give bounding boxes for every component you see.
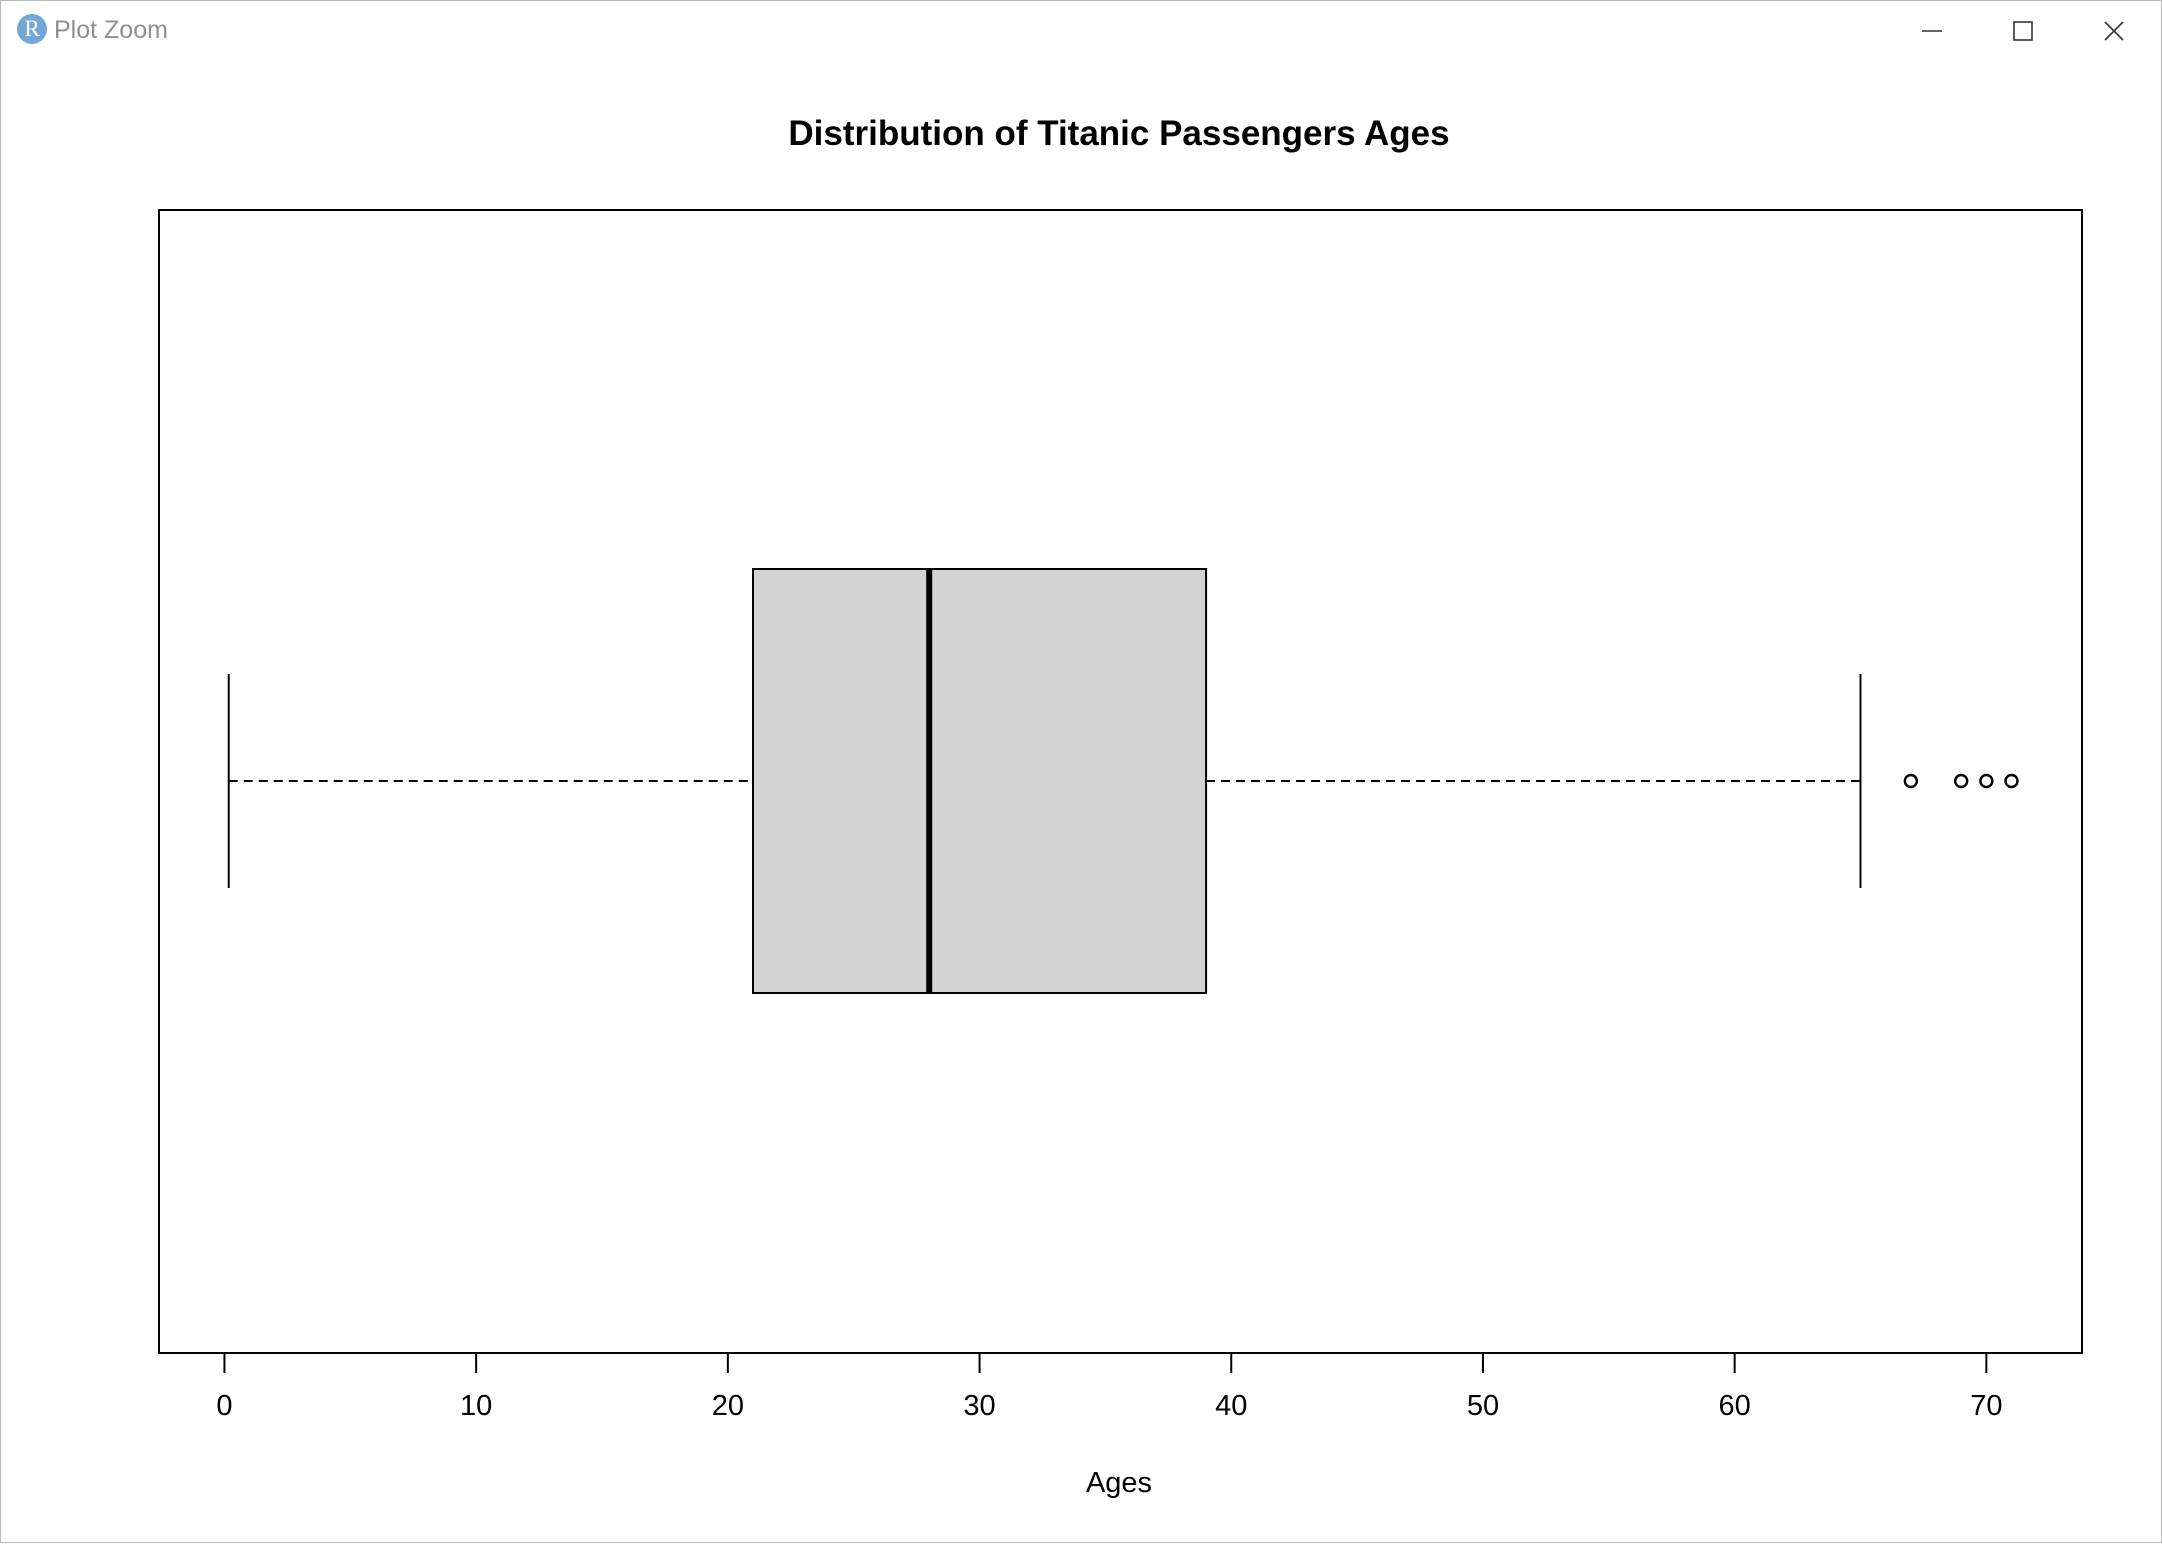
x-axis-label: Ages <box>1086 1467 1152 1499</box>
close-button[interactable] <box>2069 1 2159 61</box>
outlier-point <box>1903 773 1919 789</box>
interquartile-box <box>752 568 1208 994</box>
chart-title: Distribution of Titanic Passengers Ages <box>788 114 1449 153</box>
outlier-point <box>1979 773 1994 789</box>
box-plot <box>227 568 2019 994</box>
minimize-icon <box>1922 30 1942 32</box>
x-tick-label: 10 <box>460 1390 492 1422</box>
maximize-button[interactable] <box>1978 1 2068 61</box>
x-tick-label: 60 <box>1719 1390 1751 1422</box>
x-tick-label: 70 <box>1970 1390 2002 1422</box>
maximize-icon <box>2013 21 2033 41</box>
window-title: Plot Zoom <box>54 16 168 44</box>
plot-area: Distribution of Titanic Passengers Ages … <box>1 63 2161 1547</box>
title-bar[interactable]: R Plot Zoom <box>1 1 2161 63</box>
x-tick-label: 0 <box>216 1390 232 1422</box>
minimize-button[interactable] <box>1887 1 1977 61</box>
outlier-point <box>1953 773 1969 789</box>
boxplot-chart: Distribution of Titanic Passengers Ages … <box>158 114 2083 1499</box>
close-icon <box>2104 21 2124 41</box>
x-tick-label: 50 <box>1467 1390 1499 1422</box>
x-tick-label: 40 <box>1215 1390 1247 1422</box>
x-tick-label: 30 <box>963 1390 995 1422</box>
outlier-point <box>2004 773 2019 789</box>
x-tick-label: 20 <box>712 1390 744 1422</box>
x-axis: 0 10 20 30 40 50 60 70 <box>216 1352 2002 1422</box>
r-app-icon: R <box>17 14 47 44</box>
